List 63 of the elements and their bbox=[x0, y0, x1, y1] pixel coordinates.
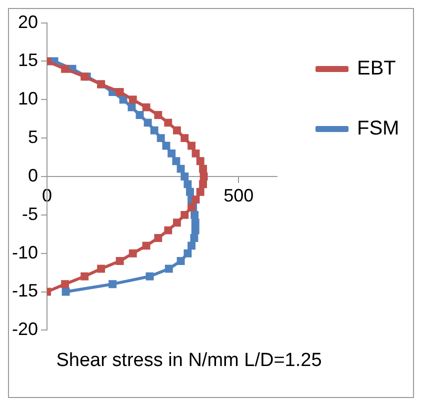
point bbox=[176, 257, 185, 266]
point bbox=[116, 88, 124, 96]
y-tick-label: -20 bbox=[12, 319, 38, 340]
x-tick-label: 500 bbox=[224, 185, 254, 206]
y-tick-label: 5 bbox=[28, 127, 38, 148]
point bbox=[144, 118, 152, 127]
point bbox=[156, 134, 165, 142]
point bbox=[191, 226, 200, 234]
y-tick-label: 0 bbox=[28, 165, 38, 186]
point bbox=[172, 157, 180, 166]
point bbox=[142, 103, 150, 112]
point bbox=[200, 172, 208, 180]
point bbox=[199, 164, 207, 173]
point bbox=[186, 188, 194, 196]
point bbox=[62, 288, 70, 296]
point bbox=[192, 196, 200, 204]
point bbox=[61, 280, 70, 288]
point bbox=[164, 264, 173, 273]
point bbox=[97, 264, 106, 273]
point bbox=[162, 142, 170, 150]
point bbox=[128, 96, 137, 104]
y-tick-label: -15 bbox=[12, 280, 38, 301]
point bbox=[164, 118, 172, 127]
point bbox=[192, 149, 200, 158]
point bbox=[61, 64, 70, 73]
point bbox=[146, 272, 154, 280]
point bbox=[119, 96, 128, 104]
point bbox=[199, 180, 207, 188]
point bbox=[176, 164, 185, 173]
point bbox=[180, 134, 189, 142]
point bbox=[168, 149, 176, 158]
point bbox=[128, 249, 137, 258]
point bbox=[142, 242, 150, 250]
point bbox=[180, 172, 189, 180]
point bbox=[150, 126, 158, 134]
point bbox=[190, 234, 198, 242]
x-axis-title: Shear stress in N/mm L/D=1.25 bbox=[55, 350, 323, 372]
point bbox=[188, 142, 196, 150]
y-tick-label: 15 bbox=[18, 50, 38, 70]
legend-label: FSM bbox=[357, 118, 400, 140]
point bbox=[80, 272, 89, 280]
point bbox=[190, 210, 199, 219]
point bbox=[154, 111, 162, 119]
legend-label: EBT bbox=[357, 58, 396, 80]
y-tick-label: -5 bbox=[22, 204, 38, 224]
y-tick-label: 20 bbox=[18, 12, 38, 32]
point bbox=[116, 257, 124, 266]
point bbox=[184, 249, 192, 258]
y-tick-label: 10 bbox=[18, 88, 38, 109]
point bbox=[196, 157, 204, 166]
point bbox=[164, 226, 172, 234]
point bbox=[172, 126, 181, 134]
point bbox=[184, 180, 192, 188]
point bbox=[108, 280, 117, 288]
point bbox=[180, 210, 189, 219]
point bbox=[128, 103, 136, 112]
point bbox=[188, 242, 196, 250]
point bbox=[196, 188, 204, 196]
y-tick-label: -10 bbox=[12, 242, 38, 262]
point bbox=[191, 218, 200, 227]
point bbox=[154, 234, 162, 242]
point bbox=[136, 111, 144, 119]
point bbox=[172, 218, 181, 227]
